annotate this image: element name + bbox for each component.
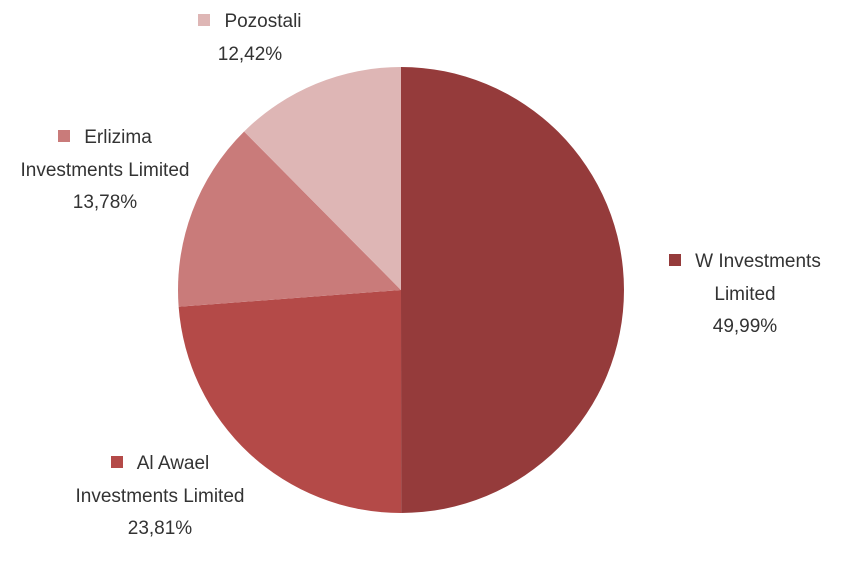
category-label: Pozostali xyxy=(224,11,302,32)
legend-marker xyxy=(110,456,123,468)
category-label: Erlizima Investments Limited xyxy=(20,127,190,181)
slice-label: W Investments Limited 49,99% xyxy=(640,246,850,344)
category-label: Al Awael Investments Limited xyxy=(75,453,245,507)
pie-slice xyxy=(178,290,402,513)
value-label: 23,81% xyxy=(127,518,193,539)
slice-label: Pozostali 12,42% xyxy=(150,6,350,71)
legend-marker xyxy=(58,130,71,142)
slice-label: Erlizima Investments Limited 13,78% xyxy=(10,122,200,220)
pie-slice xyxy=(401,67,624,513)
value-label: 12,42% xyxy=(217,43,283,65)
pie-slice xyxy=(178,131,401,307)
value-label: 13,78% xyxy=(72,192,138,213)
pie-slice xyxy=(244,67,401,290)
category-label: W Investments Limited xyxy=(695,251,821,305)
value-label: 49,99% xyxy=(712,316,778,337)
legend-marker xyxy=(669,254,682,266)
slice-label: Al Awael Investments Limited 23,81% xyxy=(60,448,260,546)
legend-marker xyxy=(198,14,211,26)
